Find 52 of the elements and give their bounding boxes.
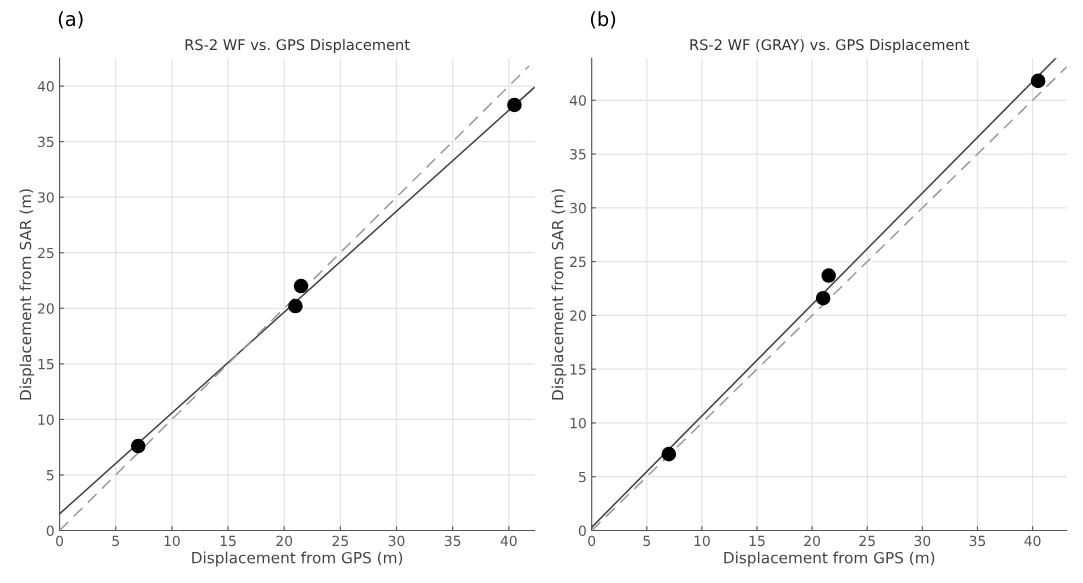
y-tick-label: 0: [46, 525, 54, 536]
text: (b): [590, 11, 616, 29]
x-tick-label: 40: [500, 535, 517, 547]
x-tick-label: 25: [332, 535, 348, 547]
chart-title: RS-2 WF (GRAY) vs. GPS Displacement: [690, 38, 970, 53]
x-tick-label: 15: [220, 535, 236, 547]
point: [130, 438, 146, 454]
y-tick-label: 40: [37, 81, 54, 92]
y-tick-label: 5: [46, 470, 54, 481]
x-tick-label: 5: [112, 535, 119, 547]
y-axis-title: Displacement from SAR (m): [19, 189, 35, 400]
x-tick-label: 20: [276, 535, 293, 547]
point: [507, 97, 522, 113]
y-tick-label: 15: [570, 364, 586, 375]
y-tick-label: 30: [570, 202, 586, 214]
text: (a): [58, 11, 83, 29]
y-tick-label: 0: [578, 525, 586, 536]
y-tick-label: 25: [38, 247, 54, 259]
x-tick-label: 20: [804, 535, 821, 547]
y-tick-label: 5: [579, 471, 586, 483]
x-axis-title: Displacement from GPS (m): [724, 551, 935, 567]
y-tick-label: 20: [570, 310, 586, 321]
x-axis-title: Displacement from GPS (m): [192, 551, 403, 567]
point: [1030, 73, 1046, 89]
x-tick-label: 40: [1024, 535, 1041, 547]
x-tick-label: 10: [164, 535, 180, 547]
y-tick-label: 40: [569, 95, 586, 106]
point: [821, 268, 836, 283]
y-tick-label: 15: [38, 359, 54, 370]
point: [661, 446, 677, 462]
point: [293, 278, 309, 294]
y-tick-label: 20: [38, 303, 54, 314]
x-tick-label: 10: [694, 535, 710, 547]
x-tick-label: 15: [749, 535, 765, 547]
x-tick-label: 30: [388, 535, 405, 547]
x-tick-label: 35: [444, 535, 461, 547]
y-tick-label: 10: [38, 414, 54, 425]
y-tick-label: 35: [570, 149, 586, 160]
x-tick-label: 35: [969, 535, 986, 547]
chart-title: RS-2 WF vs. GPS Displacement: [185, 38, 410, 53]
y-axis-title: Displacement from SAR (m): [551, 189, 567, 400]
x-tick-label: 5: [643, 535, 650, 547]
y-tick-label: 10: [570, 417, 586, 429]
y-tick-label: 35: [38, 136, 54, 148]
x-tick-label: 0: [56, 535, 64, 547]
point: [815, 290, 831, 306]
x-tick-label: 0: [588, 535, 596, 547]
x-tick-label: 30: [914, 535, 931, 547]
x-tick-label: 25: [859, 535, 875, 547]
point: [288, 298, 303, 314]
y-tick-label: 30: [38, 192, 54, 203]
y-tick-label: 25: [570, 256, 586, 268]
